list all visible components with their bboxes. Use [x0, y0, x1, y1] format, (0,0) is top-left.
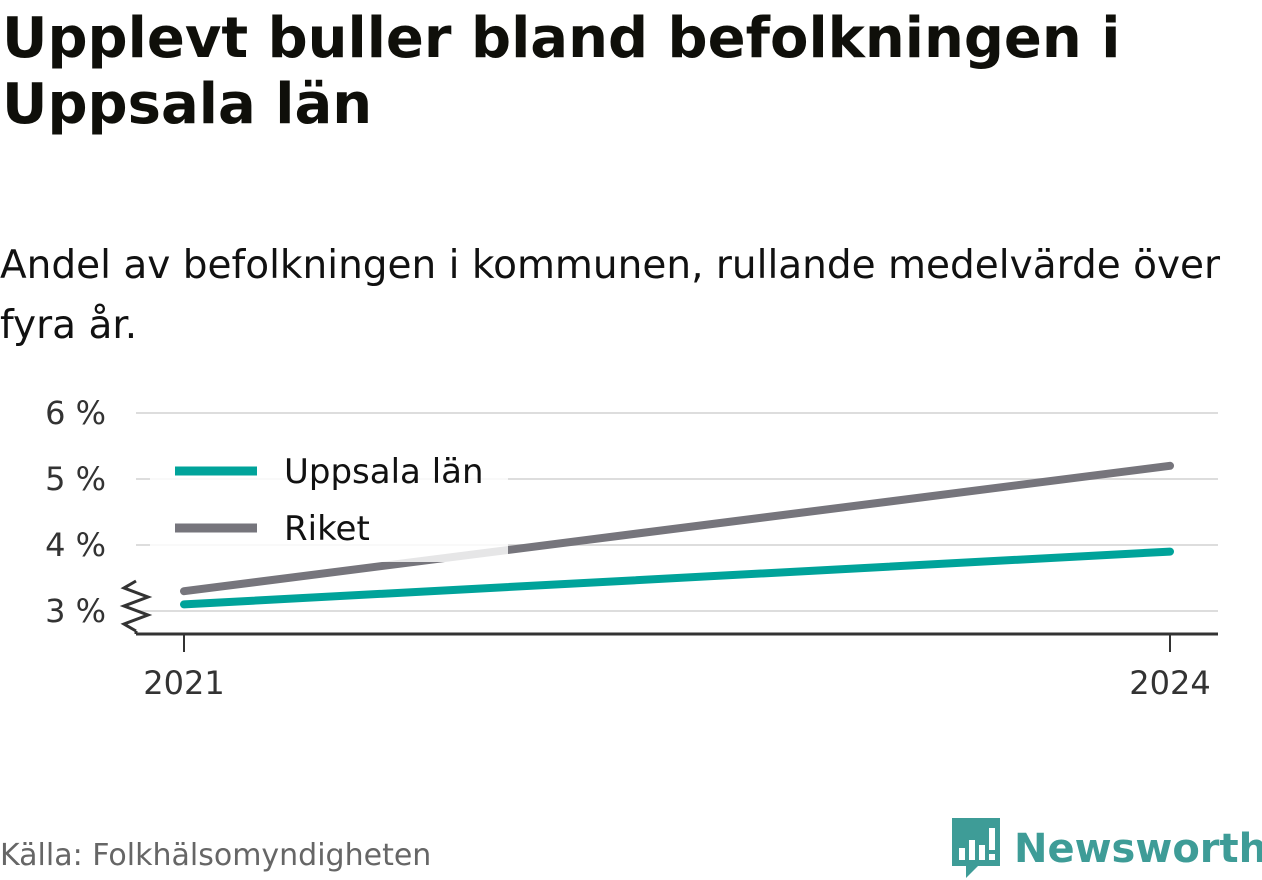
x-tick-label: 2024 [1129, 664, 1210, 702]
y-tick-label: 6 % [45, 394, 106, 432]
y-tick-label: 3 % [45, 592, 106, 630]
brand-name: Newsworthy [1014, 826, 1262, 872]
chart-subtitle: Andel av befolkningen i kommunen, rullan… [0, 243, 1221, 348]
y-tick-label: 4 % [45, 526, 106, 564]
legend-label: Uppsala län [284, 452, 484, 492]
y-tick-label: 5 % [45, 460, 106, 498]
x-axis-ticks: 2021 2024 [143, 634, 1211, 702]
legend-background [150, 440, 508, 562]
legend-label: Riket [284, 509, 370, 549]
brand-logo: Newsworthy [952, 818, 1262, 880]
x-tick-label: 2021 [143, 664, 224, 702]
legend: Uppsala län Riket [150, 440, 508, 562]
bar-chart-speech-bubble-icon [952, 818, 1000, 878]
series-line [180, 461, 1174, 596]
y-axis-ticks: 3 % 4 % 5 % 6 % [45, 394, 106, 630]
source-note: Källa: Folkhälsomyndigheten [0, 838, 432, 873]
series-line [180, 547, 1174, 609]
y-axis-break-icon [119, 579, 153, 633]
line-chart: 3 % 4 % 5 % 6 % 2021 2024 Uppsala län Riket [45, 394, 1218, 702]
chart-title: Upplevt buller bland befolkningen i Upps… [2, 6, 1121, 137]
series-lines [180, 461, 1174, 609]
